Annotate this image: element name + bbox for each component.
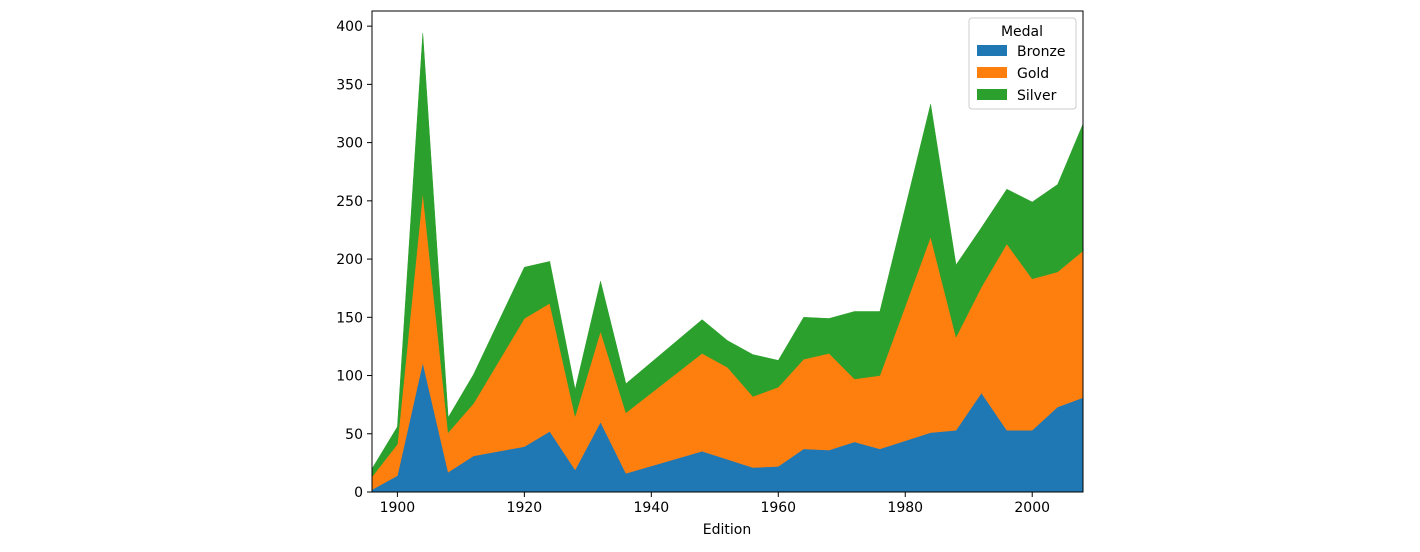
- legend-swatch-bronze: [977, 45, 1007, 56]
- y-tick-label: 250: [336, 194, 363, 210]
- y-axis-ticks: 0 50 100 150 200 250 300 350 400: [336, 19, 372, 501]
- legend-label-silver: Silver: [1017, 88, 1057, 104]
- legend-swatch-silver: [977, 89, 1007, 100]
- legend-label-gold: Gold: [1017, 66, 1049, 82]
- x-tick-label: 2000: [1014, 500, 1050, 516]
- y-tick-label: 350: [336, 77, 363, 93]
- y-tick-label: 50: [345, 427, 363, 443]
- legend-box: [968, 17, 1077, 110]
- legend-swatch-gold: [977, 67, 1007, 78]
- plot-frame: [371, 10, 1084, 493]
- y-tick-label: 300: [336, 136, 363, 152]
- y-tick-label: 150: [336, 310, 363, 326]
- legend-label-bronze: Bronze: [1017, 44, 1065, 60]
- y-tick-label: 200: [336, 252, 363, 268]
- legend-title: Medal: [1001, 24, 1043, 40]
- legend: Medal Bronze Gold Silver: [968, 17, 1077, 110]
- y-tick-label: 100: [336, 369, 363, 385]
- x-axis-ticks: 1900 1920 1940 1960 1980 2000: [380, 492, 1050, 516]
- x-tick-label: 1940: [634, 500, 670, 516]
- x-tick-label: 1920: [507, 500, 543, 516]
- legend-items: Bronze Gold Silver: [977, 44, 1065, 104]
- y-tick-label: 400: [336, 19, 363, 35]
- y-tick-label: 0: [354, 485, 363, 501]
- x-tick-label: 1960: [760, 500, 796, 516]
- x-tick-label: 1900: [380, 500, 416, 516]
- x-tick-label: 1980: [887, 500, 923, 516]
- x-axis-title: Edition: [703, 522, 751, 538]
